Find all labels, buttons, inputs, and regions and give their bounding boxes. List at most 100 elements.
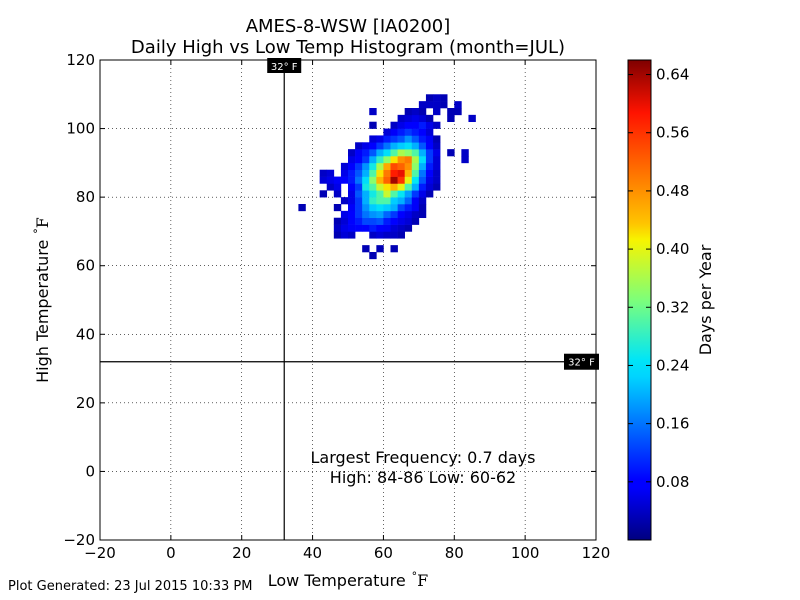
heatmap-cell: [404, 197, 413, 205]
heatmap-cell: [425, 114, 434, 123]
heatmap-cell: [369, 169, 377, 177]
heatmap-cell: [397, 169, 405, 177]
heatmap-cell: [369, 210, 377, 219]
heatmap-cell: [411, 217, 420, 225]
heatmap-cell: [348, 204, 356, 212]
heatmap-cell: [433, 183, 441, 191]
heatmap-cell: [411, 108, 420, 116]
heatmap-cell: [390, 128, 398, 136]
x-tick-label: 40: [303, 544, 322, 562]
y-tick-label: −20: [63, 531, 95, 549]
heatmap-cell: [383, 149, 391, 157]
heatmap-cell: [340, 231, 349, 239]
heatmap-cell: [333, 224, 342, 232]
heatmap-cell: [383, 224, 391, 232]
heatmap-cell: [454, 101, 462, 109]
heatmap-cell: [355, 142, 363, 150]
heatmap-cell: [418, 204, 427, 212]
heatmap-cell: [369, 149, 377, 157]
y-tick-label: 0: [85, 462, 95, 480]
heatmap-cell: [447, 114, 455, 123]
heatmap-cell: [340, 210, 349, 219]
heatmap-cell: [348, 156, 356, 164]
freezing-reference-lines: 32° F 32° F: [100, 58, 599, 540]
heatmap-cell: [411, 149, 420, 157]
heatmap-cell: [411, 190, 420, 198]
heatmap-cell: [425, 190, 434, 198]
freezing-right-label: 32° F: [568, 358, 595, 369]
colorbar-tick-label: 0.48: [656, 182, 689, 200]
heatmap-cell: [376, 149, 384, 157]
heatmap-cell: [348, 197, 356, 205]
heatmap-cell: [390, 197, 398, 205]
heatmap-cell: [404, 190, 413, 198]
heatmap-cell: [333, 176, 342, 184]
heatmap-cell: [404, 162, 413, 171]
heatmap-cell: [404, 135, 413, 143]
heatmap-cell: [348, 210, 356, 219]
heatmap-cell: [333, 231, 342, 239]
heatmap-cell: [425, 135, 434, 143]
heatmap-cell: [425, 101, 434, 109]
heatmap-cell: [326, 176, 335, 184]
heatmap-cell: [404, 121, 413, 129]
heatmap-cell: [376, 245, 384, 253]
heatmap-cell: [383, 128, 391, 136]
colorbar-tick-label: 0.24: [656, 356, 689, 374]
x-tick-label: 20: [232, 544, 251, 562]
heatmap-cell: [348, 169, 356, 177]
annotation-largest-frequency: Largest Frequency: 0.7 days: [311, 448, 536, 467]
heatmap-cell: [383, 142, 391, 150]
heatmap-cell: [390, 169, 398, 177]
heatmap-cell: [383, 156, 391, 164]
heatmap-cell: [433, 142, 441, 150]
heatmap-cell: [369, 121, 377, 129]
heatmap-cell: [461, 156, 469, 164]
heatmap-cell: [440, 101, 448, 109]
heatmap-cell: [355, 169, 363, 177]
heatmap-cell: [397, 224, 405, 232]
heatmap-cell: [404, 176, 413, 184]
heatmap-cell: [376, 142, 384, 150]
x-axis-unit: F: [417, 571, 428, 590]
heatmap-cell: [369, 197, 377, 205]
heatmap-cell: [433, 108, 441, 116]
heatmap-cells: [298, 94, 476, 260]
y-tick-label: 120: [66, 51, 95, 69]
heatmap-cell: [340, 176, 349, 184]
colorbar-tick-label: 0.40: [656, 240, 689, 258]
heatmap-cell: [447, 149, 455, 157]
heatmap-cell: [404, 108, 413, 116]
heatmap-cell: [376, 210, 384, 219]
heatmap-cell: [362, 162, 370, 171]
heatmap-cell: [369, 224, 377, 232]
heatmap-cell: [454, 108, 462, 116]
heatmap-cell: [369, 142, 377, 150]
heatmap-cell: [411, 121, 420, 129]
heatmap-cell: [418, 156, 427, 164]
heatmap-cell: [411, 204, 420, 212]
x-tick-label: 80: [445, 544, 464, 562]
heatmap-cell: [390, 135, 398, 143]
y-tick-label: 80: [76, 188, 95, 206]
heatmap-cell: [369, 183, 377, 191]
heatmap-cell: [362, 149, 370, 157]
heatmap-cell: [376, 176, 384, 184]
heatmap-cell: [397, 121, 405, 129]
heatmap-cell: [348, 176, 356, 184]
heatmap-cell: [362, 190, 370, 198]
heatmap-cell: [383, 190, 391, 198]
freezing-top-label: 32° F: [271, 62, 298, 73]
heatmap-cell: [390, 190, 398, 198]
heatmap-cell: [418, 197, 427, 205]
heatmap-cell: [362, 217, 370, 225]
heatmap-cell: [369, 231, 377, 239]
heatmap-cell: [397, 210, 405, 219]
heatmap-cell: [404, 149, 413, 157]
heatmap-cell: [418, 149, 427, 157]
colorbar-ticks: 0.08 0.16 0.24 0.32 0.40 0.48 0.56 0.64: [628, 66, 689, 491]
heatmap-cell: [397, 114, 405, 123]
heatmap-cell: [390, 204, 398, 212]
heatmap-cell: [411, 156, 420, 164]
